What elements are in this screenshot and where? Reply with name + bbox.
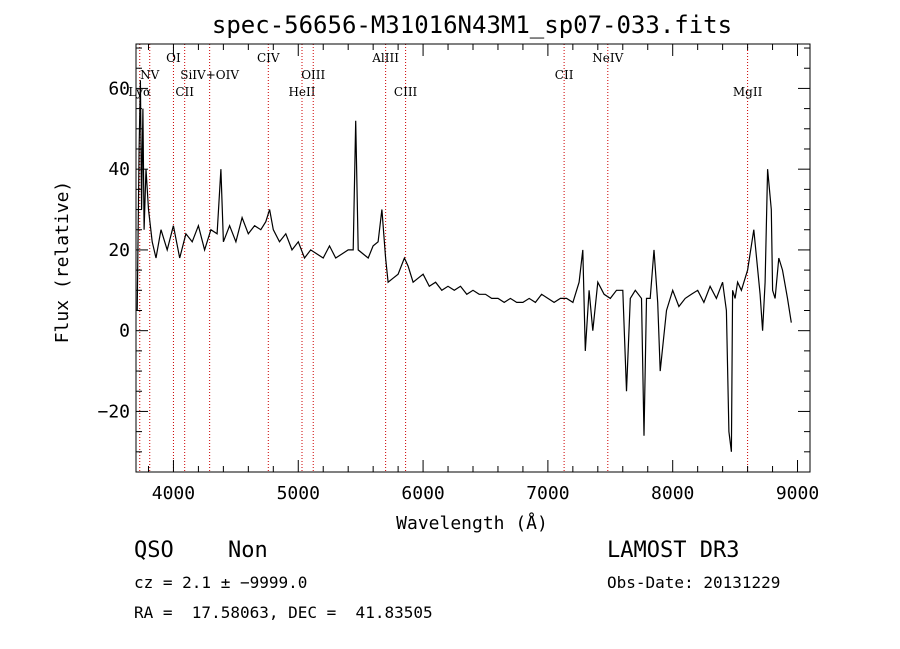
emission-line-label: MgII	[733, 85, 763, 99]
emission-line-label: CIII	[394, 85, 418, 99]
y-axis-label: Flux (relative)	[52, 181, 73, 344]
y-tick-label: 60	[108, 78, 130, 99]
plot-frame	[135, 43, 811, 473]
emission-line-label: CIV	[257, 51, 280, 65]
emission-line-markers: LyαNVOICIISiIV+OIVCIVHeIIOIIIAlIIICIIICI…	[128, 44, 763, 472]
y-tick-label: −20	[97, 401, 130, 422]
redshift-line: cz = 2.1 ± −9999.0	[134, 573, 308, 592]
emission-line-label: SiIV+OIV	[180, 68, 239, 82]
x-axis-label: Wavelength (Å)	[396, 512, 548, 534]
chart-title: spec-56656-M31016N43M1_sp07-033.fits	[212, 11, 732, 39]
y-tick-label: 20	[108, 240, 130, 261]
y-tick-label: 0	[119, 321, 130, 342]
emission-line-label: OI	[166, 51, 181, 65]
x-tick-label: 7000	[526, 483, 569, 504]
x-tick-label: 5000	[277, 483, 320, 504]
emission-line-label: AlIII	[371, 51, 399, 65]
x-tick-label: 4000	[152, 483, 195, 504]
emission-line-label: NV	[140, 68, 160, 82]
spectrum-line	[136, 80, 792, 452]
y-tick-label: 40	[108, 159, 130, 180]
x-tick-label: 9000	[776, 483, 819, 504]
emission-line-label: CII	[555, 68, 574, 82]
emission-line-label: NeIV	[592, 51, 623, 65]
x-tick-label: 6000	[401, 483, 444, 504]
axis-ticks: 4000 5000 6000 7000 8000 9000 −20 0 20 40 60	[97, 44, 819, 504]
coords-line: RA = 17.58063, DEC = 41.83505	[134, 603, 433, 622]
obs-date: Obs-Date: 20131229	[607, 573, 781, 592]
emission-line-label: HeII	[288, 85, 315, 99]
object-class: QSO	[134, 538, 174, 563]
x-tick-label: 8000	[651, 483, 694, 504]
emission-line-label: CII	[175, 85, 194, 99]
emission-line-label: OIII	[301, 68, 325, 82]
object-subclass: Non	[228, 538, 268, 563]
survey-label: LAMOST DR3	[607, 538, 740, 563]
